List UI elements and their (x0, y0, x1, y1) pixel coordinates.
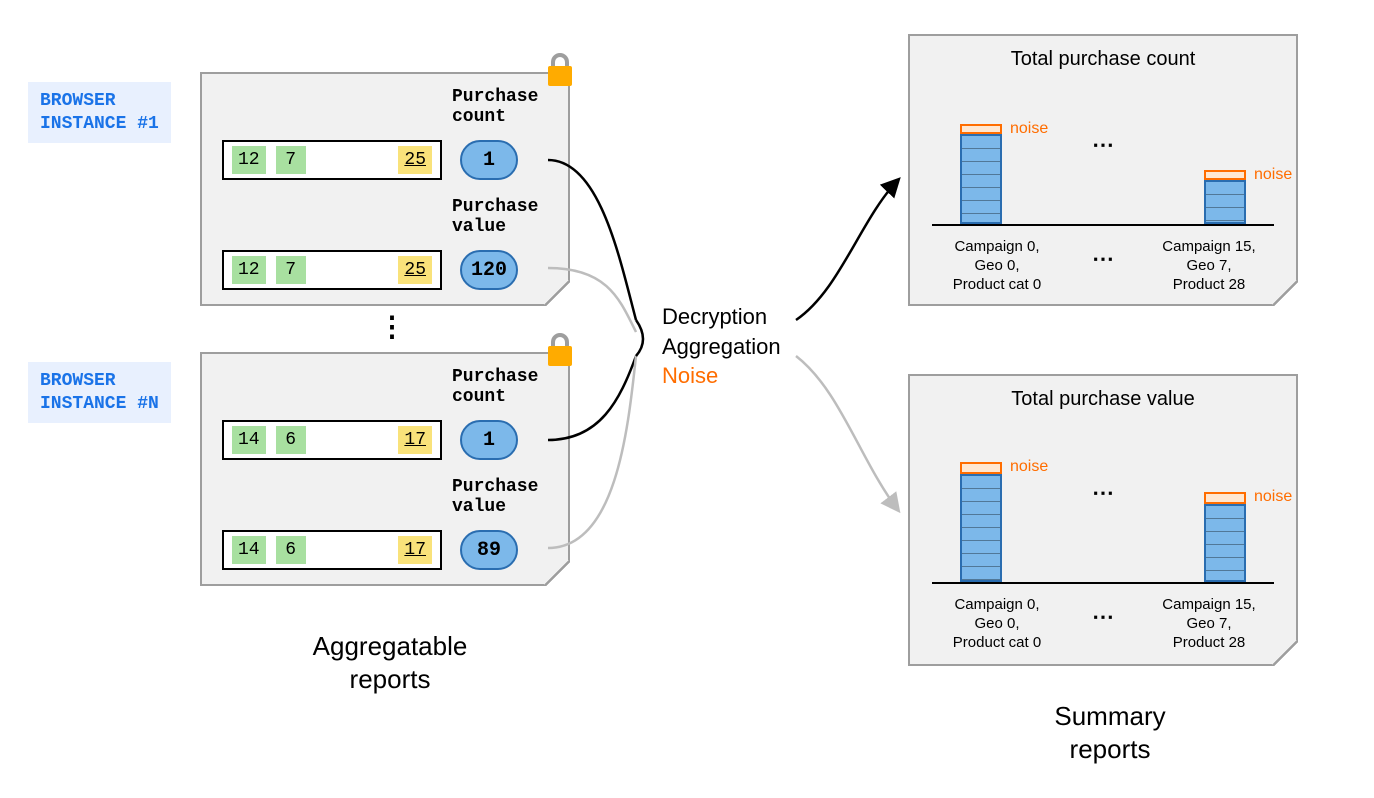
horizontal-ellipsis: ⋯ (1092, 590, 1114, 630)
key-chip: 14 (232, 536, 266, 564)
noise-text: Noise (662, 361, 781, 391)
horizontal-ellipsis: ⋯ (1092, 232, 1114, 272)
lock-icon (546, 332, 574, 368)
noise-label: noise (1010, 458, 1048, 476)
aggregatable-report-n: Purchase count 14 6 17 1 Purchase value … (200, 352, 570, 586)
key-chip: 17 (398, 536, 432, 564)
value-pill: 1 (460, 420, 518, 460)
horizontal-ellipsis: ⋯ (1092, 132, 1114, 178)
summary-report-value: Total purchase value noise ⋯ noise Campa… (908, 374, 1298, 666)
noise-label: noise (1010, 120, 1048, 138)
noise-label: noise (1254, 488, 1292, 506)
metric-label: Purchase count (452, 88, 538, 128)
key-box: 12 7 25 (222, 250, 442, 290)
key-chip: 25 (398, 146, 432, 174)
browser-instance-label-1: BROWSER INSTANCE #1 (28, 82, 171, 143)
bar: noise (960, 474, 1002, 582)
text: BROWSER (40, 91, 116, 111)
value-pill: 120 (460, 250, 518, 290)
value-pill: 1 (460, 140, 518, 180)
lock-icon (546, 52, 574, 88)
value-pill: 89 (460, 530, 518, 570)
text: INSTANCE #1 (40, 114, 159, 134)
key-chip: 12 (232, 146, 266, 174)
key-chip: 25 (398, 256, 432, 284)
key-box: 12 7 25 (222, 140, 442, 180)
browser-instance-label-n: BROWSER INSTANCE #N (28, 362, 171, 423)
metric-label: Purchase value (452, 198, 538, 238)
aggregatable-report-1: Purchase count 12 7 25 1 Purchase value … (200, 72, 570, 306)
aggregation-step-label: Decryption Aggregation Noise (662, 302, 781, 391)
metric-label: Purchase count (452, 368, 538, 408)
bar-chart: noise ⋯ noise (932, 424, 1274, 584)
text: INSTANCE #N (40, 394, 159, 414)
bar: noise (1204, 180, 1246, 224)
horizontal-ellipsis: ⋯ (1092, 480, 1114, 526)
text: Aggregation (662, 332, 781, 362)
key-box: 14 6 17 (222, 530, 442, 570)
bar: noise (960, 134, 1002, 224)
key-chip: 6 (276, 426, 306, 454)
vertical-ellipsis: ⋮ (378, 320, 406, 334)
text: Decryption (662, 302, 781, 332)
noise-label: noise (1254, 166, 1292, 184)
bar: noise (1204, 504, 1246, 582)
left-caption: Aggregatablereports (260, 630, 520, 695)
noise-cap (960, 124, 1002, 134)
summary-title: Total purchase count (910, 48, 1296, 71)
key-chip: 12 (232, 256, 266, 284)
noise-cap (960, 462, 1002, 474)
right-caption: Summaryreports (1000, 700, 1220, 765)
x-axis-label: Campaign 15, Geo 7, Product 28 (1144, 596, 1274, 652)
x-axis-label: Campaign 0, Geo 0, Product cat 0 (932, 596, 1062, 652)
metric-label: Purchase value (452, 478, 538, 518)
noise-cap (1204, 492, 1246, 504)
summary-title: Total purchase value (910, 388, 1296, 411)
key-box: 14 6 17 (222, 420, 442, 460)
key-chip: 14 (232, 426, 266, 454)
summary-report-count: Total purchase count noise ⋯ noise Campa… (908, 34, 1298, 306)
text: BROWSER (40, 371, 116, 391)
key-chip: 17 (398, 426, 432, 454)
key-chip: 7 (276, 146, 306, 174)
x-axis-label: Campaign 15, Geo 7, Product 28 (1144, 238, 1274, 294)
noise-cap (1204, 170, 1246, 180)
key-chip: 7 (276, 256, 306, 284)
x-axis-label: Campaign 0, Geo 0, Product cat 0 (932, 238, 1062, 294)
bar-chart: noise ⋯ noise (932, 86, 1274, 226)
key-chip: 6 (276, 536, 306, 564)
